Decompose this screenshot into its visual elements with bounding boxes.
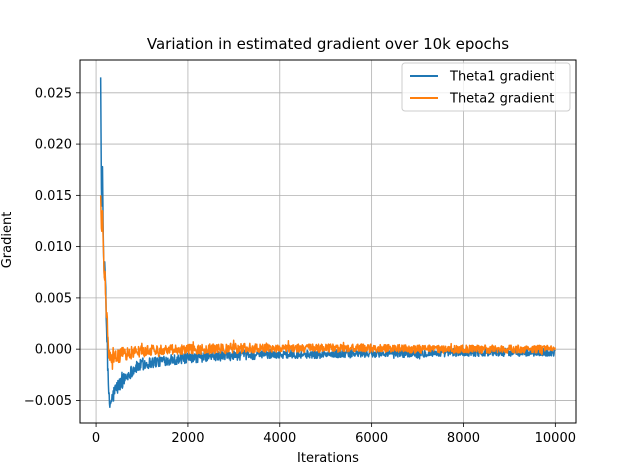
y-tick-label: 0.015 bbox=[35, 189, 72, 204]
plot-frame bbox=[79, 59, 577, 424]
y-axis-label: Gradient bbox=[0, 212, 15, 269]
legend-label-1: Theta1 gradient bbox=[449, 70, 554, 85]
y-tick-label: 0.020 bbox=[35, 138, 72, 153]
series-line-2 bbox=[99, 195, 556, 370]
legend-label-2: Theta2 gradient bbox=[449, 92, 554, 107]
y-tick-label: 0.000 bbox=[35, 343, 72, 358]
x-tick-label: 0 bbox=[92, 431, 100, 446]
x-tick-label: 2000 bbox=[171, 431, 204, 446]
x-tick-label: 6000 bbox=[355, 431, 388, 446]
y-axis-ticks: −0.005 0.000 0.005 0.010 0.015 0.020 0.025 bbox=[24, 86, 80, 409]
series-lines bbox=[99, 77, 556, 409]
x-tick-label: 8000 bbox=[447, 431, 480, 446]
x-axis-label: Iterations bbox=[297, 451, 359, 466]
legend: Theta1 gradient Theta2 gradient bbox=[401, 62, 571, 112]
legend-box bbox=[401, 62, 571, 112]
y-tick-label: −0.005 bbox=[24, 394, 72, 409]
y-tick-label: 0.005 bbox=[35, 291, 72, 306]
x-tick-label: 4000 bbox=[263, 431, 296, 446]
y-tick-label: 0.025 bbox=[35, 86, 72, 101]
x-tick-label: 10000 bbox=[535, 431, 576, 446]
y-tick-label: 0.010 bbox=[35, 240, 72, 255]
chart-title: Variation in estimated gradient over 10k… bbox=[147, 35, 509, 53]
x-axis-ticks: 0 2000 4000 6000 8000 10000 bbox=[92, 423, 576, 446]
